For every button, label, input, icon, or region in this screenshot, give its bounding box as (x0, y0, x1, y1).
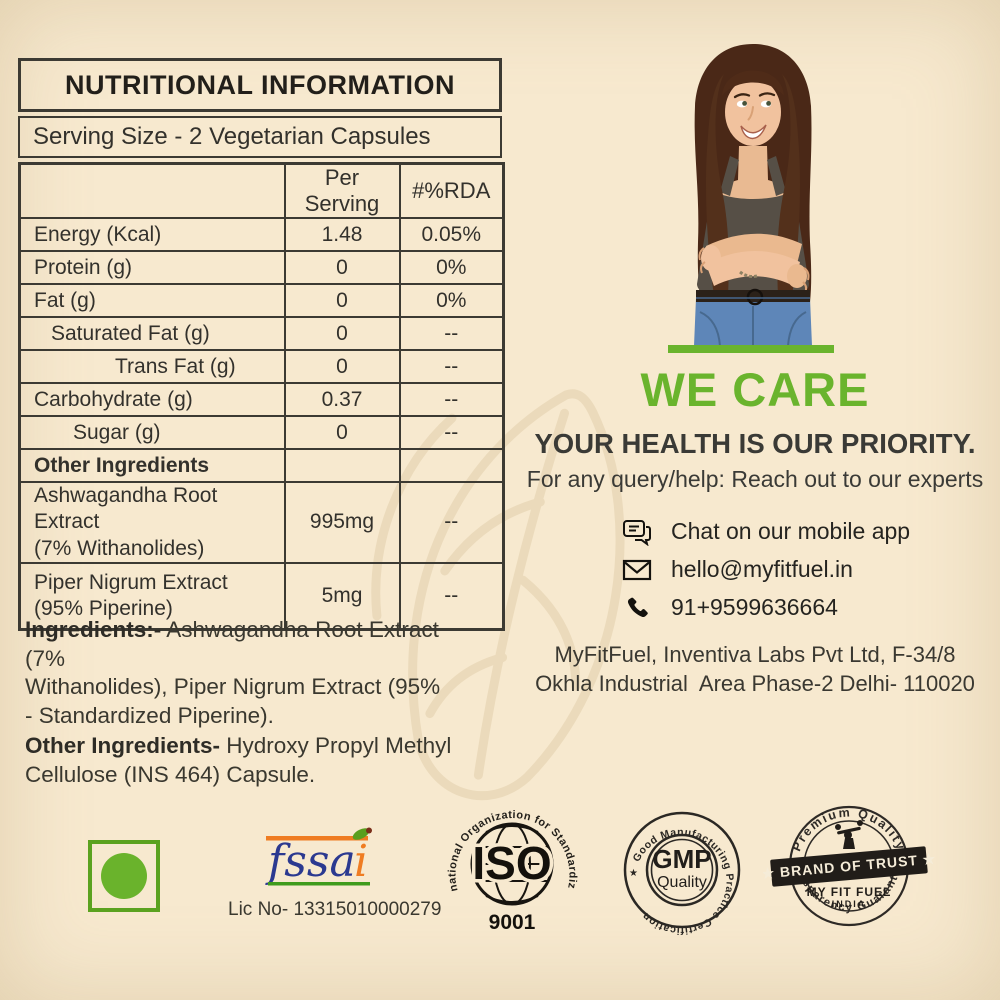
contact-email-text: hello@myfitfuel.in (671, 556, 853, 582)
serving-size-box: Serving Size - 2 Vegetarian Capsules (18, 116, 502, 158)
header-per-serving: Per Serving (283, 162, 401, 219)
query-line: For any query/help: Reach out to our exp… (526, 466, 984, 492)
table-row: Sugar (g) 0 -- (18, 415, 505, 450)
fssai-license-number: Lic No- 13315010000279 (228, 899, 442, 920)
ingredients-label: Ingredients:- (25, 617, 162, 642)
fssai-word-main: fssa (265, 836, 356, 887)
fssai-word-i: i (354, 836, 368, 887)
gmp-quality-text: Quality (657, 874, 707, 891)
table-row: Ashwagandha Root Extract (7% Withanolide… (18, 481, 505, 564)
other-ingredients-text: Hydroxy Propyl Methyl Cellulose (INS 464… (25, 733, 452, 787)
brand-of-trust-logo: Premium Quality Transparency Guaranteed … (747, 792, 950, 940)
fssai-leaf-icon (352, 828, 370, 840)
phone-icon (622, 594, 652, 622)
priority-subheadline: YOUR HEALTH IS OUR PRIORITY. (534, 428, 976, 459)
iso-number: 9001 (489, 911, 536, 934)
other-ingredients-label: Other Ingredients- (25, 733, 221, 758)
fssai-logo: fssa i Lic No- 13315010000279 (228, 826, 442, 921)
company-address: MyFitFuel, Inventiva Labs Pvt Ltd, F-34/… (535, 642, 975, 696)
contact-row-email: hello@myfitfuel.in (622, 555, 910, 584)
iso-9001-logo: International Organization for Standardi… (426, 789, 595, 941)
gmp-logo: Good Manufacturing Practice Certificatio… (606, 804, 758, 941)
lifter-icon (835, 820, 863, 849)
nutrition-table: Per Serving #%RDA Energy (Kcal) 1.48 0.0… (18, 162, 505, 632)
other-ingredients-paragraph: Other Ingredients- Hydroxy Propyl Methyl… (25, 732, 480, 789)
nutrition-title: NUTRITIONAL INFORMATION (65, 69, 455, 100)
serving-size-text: Serving Size - 2 Vegetarian Capsules (33, 123, 431, 150)
gmp-star-glyph: ★ (629, 868, 638, 879)
mail-icon (622, 556, 652, 584)
header-rda: #%RDA (398, 162, 505, 219)
table-row: Other Ingredients (18, 448, 505, 483)
table-row: Carbohydrate (g) 0.37 -- (18, 382, 505, 417)
table-row: Fat (g) 0 0% (18, 283, 505, 318)
gmp-center-text: GMP (652, 844, 711, 874)
contact-list: Chat on our mobile app hello@myfitfuel.i… (622, 517, 910, 631)
banner-stars-left: ★★ (763, 864, 781, 883)
ingredients-text: Ashwagandha Root Extract (7% Withanolide… (25, 617, 441, 728)
banner-stars-right: ★★ (917, 849, 935, 868)
ingredients-paragraph: Ingredients:- Ashwagandha Root Extract (… (25, 616, 480, 730)
header-blank-cell (18, 162, 286, 219)
table-row: Protein (g) 0 0% (18, 250, 505, 285)
iso-center-text: ISO (472, 837, 551, 889)
green-underline-bar (668, 345, 834, 353)
trust-brand-text: MY FIT FUEL (807, 885, 892, 899)
table-row: Piper Nigrum Extract (95% Piperine) 5mg … (18, 561, 505, 631)
model-photo (694, 44, 812, 346)
contact-phone-text: 91+9599636664 (671, 594, 838, 620)
vegetarian-mark-icon (88, 840, 160, 912)
vegetarian-dot (101, 853, 147, 899)
contact-row-phone: 91+9599636664 (622, 593, 910, 622)
table-row: Energy (Kcal) 1.48 0.05% (18, 217, 505, 252)
table-header-row: Per Serving #%RDA (18, 162, 505, 219)
nutrition-title-box: NUTRITIONAL INFORMATION (18, 58, 502, 112)
table-row: Saturated Fat (g) 0 -- (18, 316, 505, 351)
contact-chat-text: Chat on our mobile app (671, 518, 911, 544)
trust-country-text: INDIA (832, 899, 867, 909)
chat-icon (622, 518, 652, 546)
we-care-headline: WE CARE (640, 363, 870, 416)
table-row: Trans Fat (g) 0 -- (18, 349, 505, 384)
contact-row-chat: Chat on our mobile app (622, 517, 910, 546)
